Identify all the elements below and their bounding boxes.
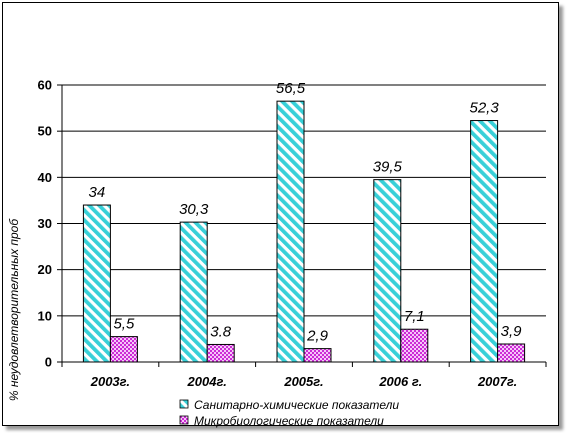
data-label-sanitary-chemical: 52,3 xyxy=(469,100,499,117)
bar-microbiological xyxy=(206,343,235,363)
bar-sanitary-chemical xyxy=(179,221,208,363)
data-label-sanitary-chemical: 30,3 xyxy=(179,201,209,218)
data-label-microbiological: 2,9 xyxy=(306,328,329,345)
category-label: 2003г. xyxy=(90,374,130,389)
data-label-microbiological: 5,5 xyxy=(113,316,135,333)
y-tick-label: 0 xyxy=(45,355,52,370)
category-label: 2004г. xyxy=(187,374,227,389)
y-tick-label: 40 xyxy=(38,170,52,185)
bar-microbiological xyxy=(497,343,526,363)
y-tick-label: 10 xyxy=(38,308,52,323)
data-label-microbiological: 3,9 xyxy=(501,323,523,340)
category-label: 2006 г. xyxy=(378,374,422,389)
legend-swatch-microbiological xyxy=(179,415,189,425)
legend: Санитарно-химические показатели Микробио… xyxy=(179,398,399,428)
data-label-sanitary-chemical: 34 xyxy=(89,184,106,201)
y-tick-label: 30 xyxy=(38,216,52,231)
legend-label-microbiological: Микробиологические показатели xyxy=(194,414,384,428)
bar-sanitary-chemical xyxy=(373,179,402,363)
data-label-microbiological: 7,1 xyxy=(404,308,425,325)
bar-sanitary-chemical xyxy=(276,100,305,363)
data-label-microbiological: 3.8 xyxy=(210,323,232,340)
y-tick-label: 20 xyxy=(38,262,52,277)
legend-swatch-sanitary-chemical xyxy=(179,399,189,409)
data-label-sanitary-chemical: 39,5 xyxy=(373,159,403,176)
bar-microbiological xyxy=(400,328,429,363)
legend-label-sanitary-chemical: Санитарно-химические показатели xyxy=(194,398,399,412)
bar-microbiological xyxy=(109,336,138,363)
y-tick-label: 50 xyxy=(38,124,52,139)
category-label: 2007г. xyxy=(477,374,517,389)
bar-sanitary-chemical xyxy=(82,204,111,363)
data-labels: 34 5,5 30,3 3.8 56,5 2,9 39,5 7,1 52,3 3,9 xyxy=(89,80,523,344)
category-labels: 2003г. 2004г. 2005г. 2006 г. 2007г. xyxy=(90,374,518,389)
category-label: 2005г. xyxy=(283,374,323,389)
y-axis-label: % неудовлетворительных проб xyxy=(7,218,21,401)
y-tick-labels: 0 10 20 30 40 50 60 xyxy=(38,78,52,370)
bars xyxy=(82,100,526,363)
y-tick-label: 60 xyxy=(38,78,52,93)
bar-sanitary-chemical xyxy=(470,120,499,363)
data-label-sanitary-chemical: 56,5 xyxy=(276,80,306,97)
bar-microbiological xyxy=(303,348,332,363)
